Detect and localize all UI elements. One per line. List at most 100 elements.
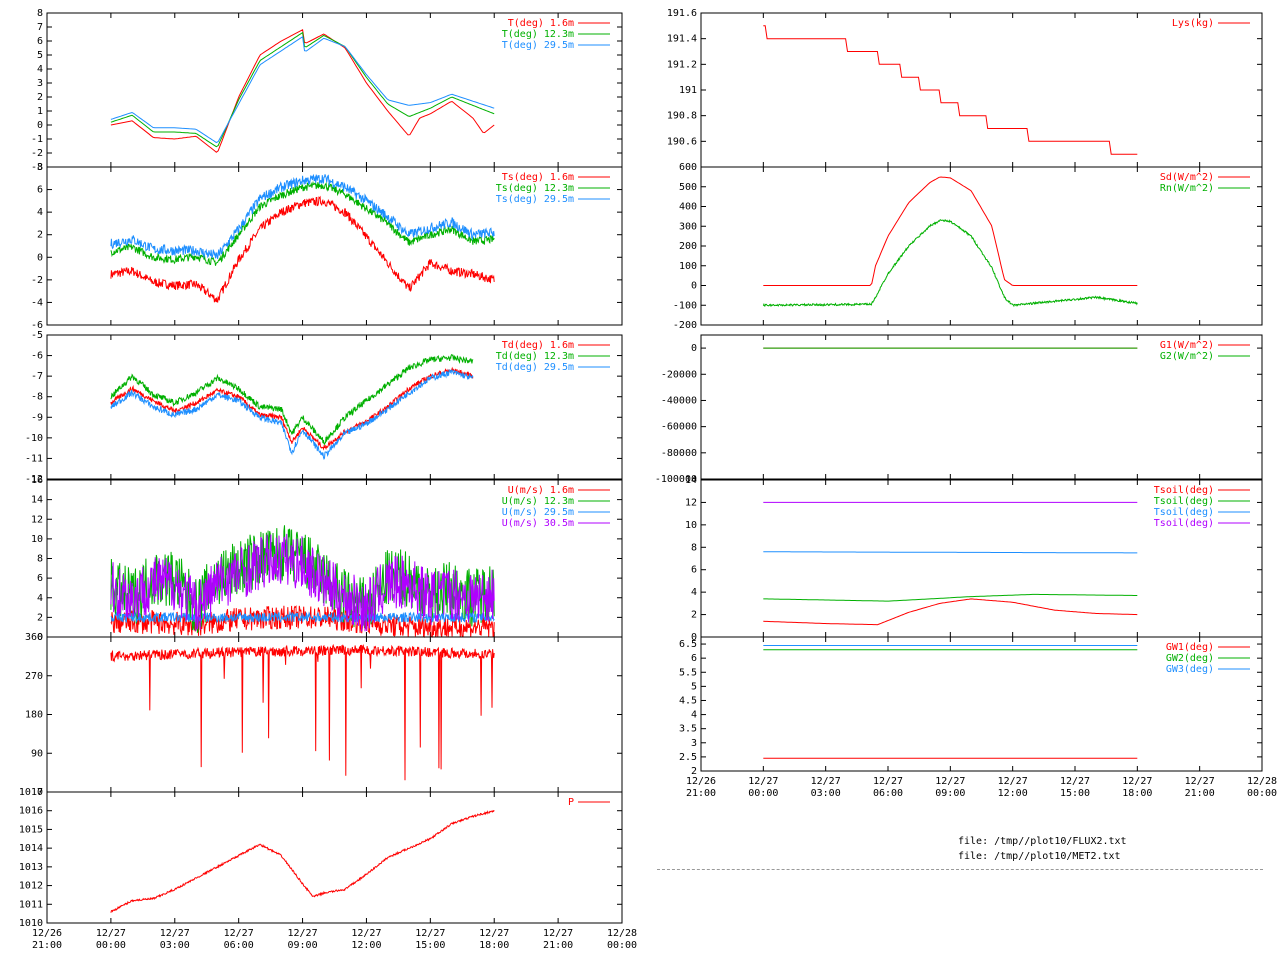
y-tick-label: 2 bbox=[37, 612, 43, 623]
y-tick-label: 4 bbox=[37, 207, 43, 218]
series-line bbox=[110, 195, 495, 303]
y-tick-label: 2.5 bbox=[679, 752, 697, 763]
y-tick-label: 8 bbox=[37, 554, 43, 565]
y-tick-label: 191 bbox=[679, 85, 697, 96]
series-line bbox=[762, 219, 1138, 308]
legend-label: U(m/s) 29.5m bbox=[502, 507, 574, 518]
x-tick-time: 00:00 bbox=[96, 940, 126, 951]
y-tick-label: 2 bbox=[37, 230, 43, 241]
y-tick-label: 2 bbox=[37, 92, 43, 103]
y-tick-label: 6 bbox=[37, 36, 43, 47]
y-tick-label: 270 bbox=[25, 671, 43, 682]
y-tick-label: 90 bbox=[31, 748, 43, 759]
y-tick-label: 4 bbox=[37, 593, 43, 604]
panel-frame bbox=[700, 334, 1263, 480]
x-tick-time: 12:00 bbox=[998, 788, 1028, 799]
x-tick-date: 12/27 bbox=[748, 776, 778, 787]
y-tick-label: 191.6 bbox=[667, 8, 697, 19]
series-line bbox=[110, 180, 495, 266]
y-tick-label: -7 bbox=[31, 371, 43, 382]
legend-label: GW1(deg) bbox=[1166, 642, 1214, 653]
legend-label: P bbox=[568, 797, 574, 808]
y-tick-label: 12 bbox=[31, 514, 43, 525]
x-tick-time: 09:00 bbox=[288, 940, 318, 951]
y-tick-label: -5 bbox=[31, 330, 43, 341]
x-tick-date: 12/28 bbox=[1247, 776, 1277, 787]
legend-label: G2(W/m^2) bbox=[1160, 351, 1214, 362]
y-tick-label: 2 bbox=[691, 610, 697, 621]
y-tick-label: 6 bbox=[37, 185, 43, 196]
y-tick-label: 10 bbox=[685, 520, 697, 531]
legend-label: Rn(W/m^2) bbox=[1160, 183, 1214, 194]
series-line bbox=[763, 176, 1138, 286]
series-line bbox=[763, 598, 1138, 626]
y-tick-label: 1013 bbox=[19, 862, 43, 873]
legend-label: Ts(deg) 12.3m bbox=[496, 183, 574, 194]
y-tick-label: 500 bbox=[679, 182, 697, 193]
series-line bbox=[763, 551, 1138, 554]
x-tick-date: 12/27 bbox=[160, 928, 190, 939]
series-line bbox=[110, 610, 495, 624]
y-tick-label: 8 bbox=[37, 8, 43, 19]
x-tick-time: 18:00 bbox=[1122, 788, 1152, 799]
x-tick-time: 21:00 bbox=[543, 940, 573, 951]
y-tick-label: 5 bbox=[37, 50, 43, 61]
x-tick-date: 12/27 bbox=[1185, 776, 1215, 787]
y-tick-label: 1 bbox=[37, 106, 43, 117]
y-tick-label: 190.6 bbox=[667, 136, 697, 147]
y-tick-label: 4 bbox=[691, 710, 697, 721]
x-tick-time: 21:00 bbox=[686, 788, 716, 799]
panel-frame bbox=[700, 636, 1263, 772]
series-line bbox=[110, 366, 474, 451]
y-tick-label: 1016 bbox=[19, 806, 43, 817]
y-tick-label: 1017 bbox=[19, 787, 43, 798]
legend-label: Td(deg) 1.6m bbox=[502, 340, 574, 351]
y-tick-label: 0 bbox=[37, 632, 43, 643]
panel-groundwater: 6.565.554.543.532.5212/2621:0012/2700:00… bbox=[679, 636, 1277, 799]
y-tick-label: 200 bbox=[679, 241, 697, 252]
legend-label: U(m/s) 1.6m bbox=[508, 485, 574, 496]
x-tick-date: 12/28 bbox=[607, 928, 637, 939]
y-tick-label: 3 bbox=[37, 78, 43, 89]
x-tick-date: 12/27 bbox=[415, 928, 445, 939]
y-tick-label: 1015 bbox=[19, 824, 43, 835]
y-tick-label: 0 bbox=[691, 343, 697, 354]
y-tick-label: 400 bbox=[679, 202, 697, 213]
file-name-flux: file: /tmp//plot10/FLUX2.txt bbox=[958, 836, 1127, 847]
series-line bbox=[110, 368, 474, 461]
y-tick-label: -200 bbox=[673, 320, 697, 331]
panel-radiation: 600 500 400 300 200 100 0 -100 -200 Sd(W/m^2)Rn(W… bbox=[673, 162, 1263, 331]
legend-label: T(deg) 29.5m bbox=[502, 40, 574, 51]
y-tick-label: 10 bbox=[31, 534, 43, 545]
y-tick-label: 100 bbox=[679, 261, 697, 272]
file-name-met: file: /tmp//plot10/MET2.txt bbox=[958, 851, 1121, 862]
legend-label: Sd(W/m^2) bbox=[1160, 172, 1214, 183]
y-tick-label: 600 bbox=[679, 162, 697, 173]
series-line bbox=[110, 643, 495, 781]
legend-label: GW2(deg) bbox=[1166, 653, 1214, 664]
y-tick-label: 14 bbox=[31, 495, 43, 506]
y-tick-label: 14 bbox=[685, 475, 697, 486]
series-line bbox=[110, 533, 495, 632]
x-tick-date: 12/27 bbox=[543, 928, 573, 939]
legend-label: Tsoil(deg) bbox=[1154, 485, 1214, 496]
y-tick-label: 0 bbox=[37, 787, 43, 798]
legend-label: Tsoil(deg) bbox=[1154, 496, 1214, 507]
divider bbox=[657, 869, 1263, 870]
x-tick-date: 12/27 bbox=[873, 776, 903, 787]
series-line bbox=[110, 31, 495, 148]
series-line bbox=[110, 173, 495, 259]
y-tick-label: 6 bbox=[37, 573, 43, 584]
y-tick-label: 190.8 bbox=[667, 111, 697, 122]
series-line bbox=[110, 35, 495, 144]
x-tick-time: 15:00 bbox=[415, 940, 445, 951]
y-tick-label: 6 bbox=[691, 565, 697, 576]
y-tick-label: 0 bbox=[691, 281, 697, 292]
y-tick-label: -6 bbox=[31, 320, 43, 331]
y-tick-label: 6.5 bbox=[679, 639, 697, 650]
legend-label: GW3(deg) bbox=[1166, 664, 1214, 675]
y-tick-label: 3 bbox=[691, 738, 697, 749]
panel-frame bbox=[700, 12, 1263, 168]
